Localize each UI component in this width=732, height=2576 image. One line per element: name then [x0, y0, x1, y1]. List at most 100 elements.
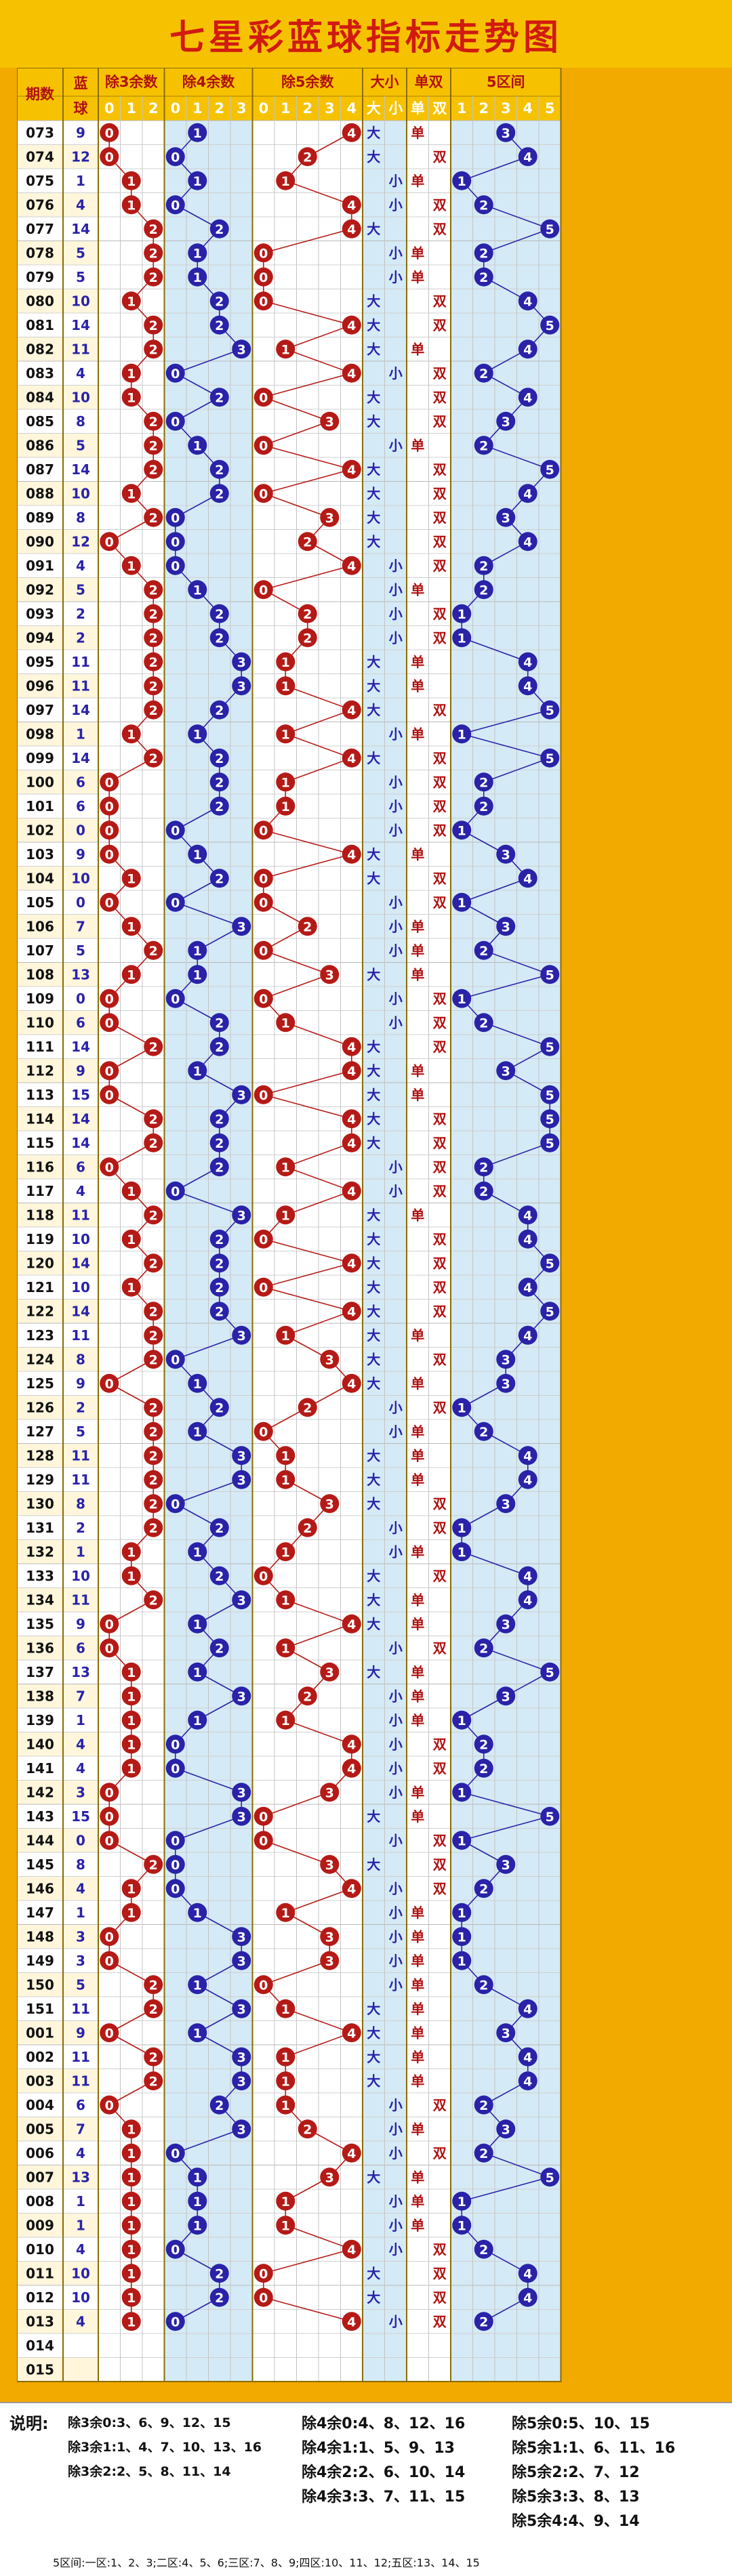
- mod4-ball: [232, 1590, 251, 1610]
- size-mark: 大: [367, 2001, 380, 2017]
- row-bg: [17, 169, 98, 193]
- mod3-ball: [144, 1205, 163, 1225]
- size-mark: 小: [389, 629, 403, 646]
- header-background: [17, 68, 561, 121]
- mod3-ball: [144, 1494, 163, 1514]
- blue-ball-value: 14: [71, 1039, 90, 1055]
- period-label: 102: [26, 822, 54, 838]
- parity-mark: 双: [433, 1640, 447, 1656]
- blue-ball-value: 7: [76, 918, 85, 934]
- mod4-ball-label: 1: [193, 1064, 202, 1079]
- blue-ball-value: 6: [76, 774, 85, 790]
- mod3-ball: [144, 748, 163, 768]
- size-mark: 小: [389, 2193, 403, 2209]
- mod3-ball: [121, 1277, 141, 1297]
- mod3-ball: [121, 2167, 141, 2187]
- subheader-mod4-3: 3: [237, 100, 247, 117]
- mod4-ball: [188, 436, 207, 455]
- mod3-ball: [100, 532, 119, 552]
- mod3-ball: [121, 1903, 141, 1922]
- zone5-trend-line: [462, 733, 550, 759]
- mod3-ball-label: 1: [127, 1232, 136, 1247]
- row-bg: [17, 890, 98, 915]
- mod3-ball: [144, 315, 163, 335]
- mod5-trend-line: [263, 300, 352, 326]
- parity-mark: 双: [433, 798, 447, 814]
- zone5-ball: [496, 917, 516, 936]
- mod5-ball-label: 0: [259, 486, 268, 501]
- mod3-ball-label: 2: [149, 1256, 158, 1271]
- mod5-ball-label: 0: [259, 1232, 268, 1247]
- mod4-ball: [209, 1037, 229, 1056]
- mod4-ball-label: 1: [193, 1978, 202, 1993]
- mod4-ball-label: 1: [193, 1545, 202, 1560]
- mod4-ball: [165, 532, 185, 552]
- mod5-ball-label: 0: [259, 1978, 268, 1993]
- zone5-ball: [518, 1999, 537, 2018]
- mod4-ball-label: 0: [171, 823, 180, 838]
- mod5-ball-label: 2: [303, 535, 312, 549]
- mod4-ball: [165, 556, 185, 575]
- blue-ball-value: 5: [76, 1976, 85, 1993]
- period-label: 143: [26, 1808, 54, 1825]
- mod4-ball-label: 2: [215, 1641, 224, 1656]
- zone5-ball: [496, 1854, 516, 1874]
- mod3-ball-label: 2: [149, 1473, 158, 1488]
- blue-ball-value: 9: [76, 846, 85, 863]
- zone5-ball: [452, 989, 472, 1008]
- period-label: 138: [26, 1688, 54, 1704]
- mod3-ball: [121, 291, 141, 311]
- zone5-trend-line: [462, 2176, 550, 2202]
- zone5-ball-label: 2: [479, 1160, 488, 1175]
- mod4-ball: [165, 507, 185, 527]
- blue-ball-value: 3: [76, 1953, 85, 1969]
- period-label: 011: [26, 2265, 54, 2281]
- mod5-trend-line: [263, 1959, 330, 1986]
- mod4-ball-label: 2: [215, 463, 224, 478]
- size-mark: 大: [367, 1303, 380, 1319]
- period-label: 101: [26, 798, 54, 814]
- header-mod3: 除3余数: [105, 74, 159, 90]
- period-label: 114: [26, 1110, 54, 1127]
- mod3-ball: [144, 1446, 163, 1466]
- zone5-ball: [540, 1806, 560, 1826]
- zone5-ball-label: 2: [479, 944, 488, 959]
- size-mark: 大: [367, 1808, 380, 1825]
- size-mark: 大: [367, 389, 380, 405]
- zone5-ball-label: 5: [546, 222, 554, 237]
- row-bg: [17, 1083, 98, 1107]
- row-bg: [17, 1636, 98, 1660]
- mod4-ball: [209, 604, 229, 623]
- mod4-ball-label: 1: [193, 1713, 202, 1728]
- mod4-ball-label: 3: [237, 919, 246, 934]
- row-bg: [17, 938, 98, 963]
- zone5-ball: [540, 965, 560, 984]
- zone5-ball: [496, 1614, 516, 1634]
- blue-ball-value: 15: [71, 1808, 90, 1825]
- mod3-ball-label: 1: [127, 1737, 136, 1752]
- legend-title: 说明:: [9, 2414, 49, 2433]
- zone5-ball-label: 5: [546, 1040, 554, 1055]
- parity-mark: 单: [411, 1928, 424, 1945]
- size-mark: 小: [389, 173, 403, 189]
- period-label: 103: [26, 846, 54, 863]
- mod3-ball-label: 1: [127, 1713, 136, 1728]
- mod4-ball-label: 1: [193, 174, 202, 189]
- blue-ball-value: 4: [76, 365, 85, 381]
- legend-mod5-4: 除5余4:4、9、14: [512, 2513, 640, 2530]
- mod3-ball-label: 1: [127, 1184, 136, 1199]
- mod5-ball-label: 2: [303, 631, 312, 646]
- size-mark: 小: [389, 437, 403, 453]
- mod3-ball-label: 2: [149, 679, 158, 694]
- mod4-ball-label: 2: [215, 1304, 224, 1319]
- zone5-ball-label: 1: [458, 607, 466, 622]
- zone5-ball-label: 2: [479, 1641, 488, 1656]
- parity-mark: 单: [411, 846, 424, 863]
- mod3-ball: [100, 1927, 119, 1947]
- period-label: 117: [26, 1183, 54, 1199]
- blue-ball-value: 6: [76, 2097, 85, 2113]
- size-mark: 小: [389, 1953, 403, 1969]
- mod3-ball-label: 2: [149, 1521, 158, 1536]
- size-mark: 大: [367, 148, 380, 165]
- size-mark: 大: [367, 1351, 380, 1367]
